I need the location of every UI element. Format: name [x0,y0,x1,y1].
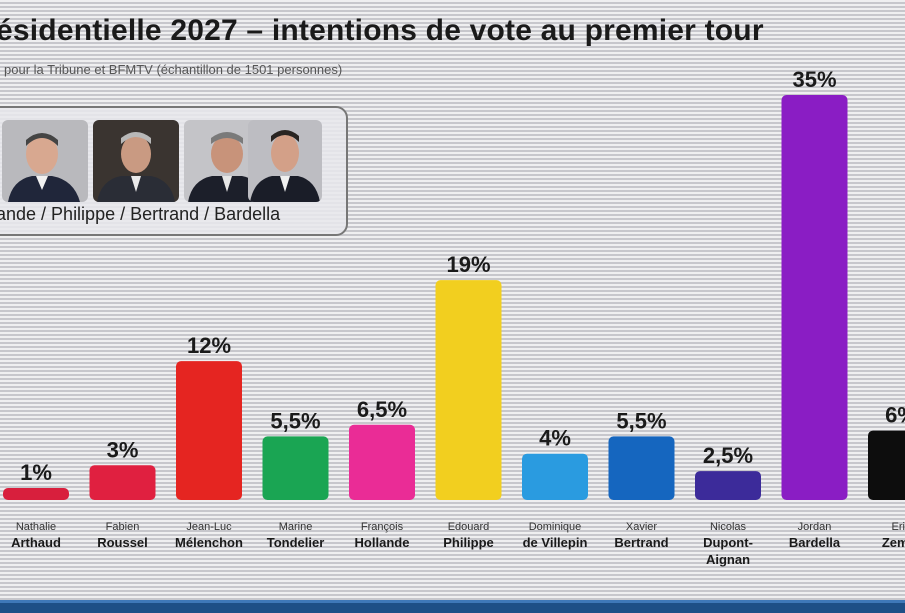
tick-first-name-bertrand: Xavier [626,521,658,533]
bar-de-villepin [522,453,588,500]
tick-last-name-bertrand: Bertrand [614,535,668,550]
bar-label-tondelier: 5,5% [270,408,320,433]
tick-first-name-roussel: Fabien [106,521,140,533]
bar-label-zemm: 6% [885,403,905,428]
tick-last-name-bardella: Bardella [789,535,841,550]
tick-last-name-zemm: Zemm [882,535,905,550]
scenario-panel: ande / Philippe / Bertrand / Bardella [0,106,348,236]
bar-label-m-lenchon: 12% [187,333,231,358]
bar-philippe [435,280,502,500]
bar-arthaud [3,488,69,500]
bar-label-bardella: 35% [792,67,836,92]
bar-label-roussel: 3% [107,437,139,462]
bar-label-de-villepin: 4% [539,426,571,451]
bar-bertrand [608,436,675,500]
bar-label-philippe: 19% [446,252,490,277]
tick-last-name-roussel: Roussel [97,535,148,550]
tick-first-name-de-villepin: Dominique [529,521,582,533]
candidate-photo-philippe [93,120,179,202]
tick-first-name-dupont-aignan: Nicolas [710,521,747,533]
bar-label-hollande: 6,5% [357,397,407,422]
tick-last-name-m-lenchon: Mélenchon [175,535,243,550]
tick-last-name-arthaud: Arthaud [11,535,61,550]
tick-first-name-zemm: Eric [892,521,905,533]
bar-label-bertrand: 5,5% [616,408,666,433]
tick-first-name-philippe: Edouard [448,521,490,533]
tick-first-name-hollande: François [361,521,404,533]
bar-bardella [781,95,848,500]
tick-last-name-dupont-aignan: Dupont- [703,535,753,550]
tick-first-name-tondelier: Marine [279,521,313,533]
tick-first-name-arthaud: Nathalie [16,521,56,533]
bar-m-lenchon [176,361,242,500]
candidate-photo-bardella [248,120,322,202]
bar-hollande [349,424,415,500]
bar-tondelier [262,436,329,500]
tick-last-name-line2-dupont-aignan: Aignan [706,552,750,567]
tick-last-name-philippe: Philippe [443,535,494,550]
bar-zemm [868,430,905,500]
bar-dupont-aignan [695,471,761,500]
scenario-caption: ande / Philippe / Bertrand / Bardella [0,204,281,224]
chart-title: ésidentielle 2027 – intentions de vote a… [0,14,764,47]
bar-chart: 1% Nathalie Arthaud 3% Fabien Roussel 12% Jean-… [3,67,905,567]
bar-label-arthaud: 1% [20,460,52,485]
bar-roussel [89,465,156,500]
tick-first-name-bardella: Jordan [798,521,832,533]
tick-last-name-de-villepin: de Villepin [523,535,588,550]
tick-first-name-m-lenchon: Jean-Luc [186,521,232,533]
bar-label-dupont-aignan: 2,5% [703,443,753,468]
chart-subtitle: pour la Tribune et BFMTV (échantillon de… [4,62,343,77]
tick-last-name-hollande: Hollande [355,535,410,550]
tick-last-name-tondelier: Tondelier [267,535,325,550]
candidate-photo-hollande [2,120,88,202]
